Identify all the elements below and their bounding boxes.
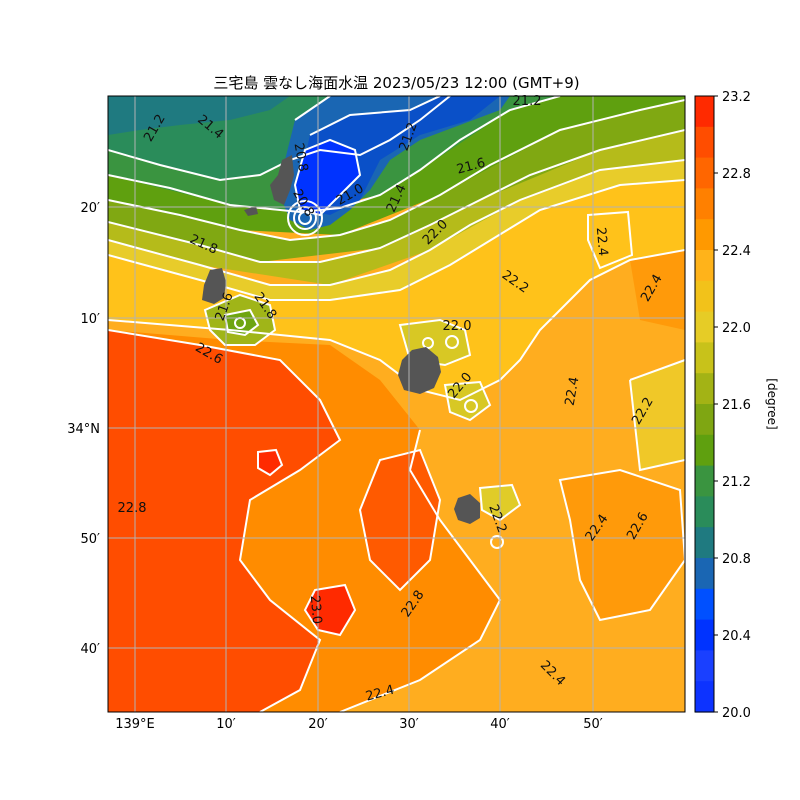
contour-label: 20.8: [291, 142, 311, 173]
island-small-north: [244, 206, 258, 216]
colorbar-tick-label: 20.0: [722, 706, 751, 721]
graticule: [108, 96, 685, 712]
colorbar-tick-label: 20.8: [722, 552, 751, 567]
contour-label: 21.6: [455, 156, 487, 178]
colorbar-cell: [695, 126, 714, 159]
y-tick-label: 10′: [81, 312, 101, 327]
colorbar-cell: [695, 434, 714, 467]
colorbar-tick-label: 22.0: [722, 321, 751, 336]
map-title: 三宅島 雲なし海面水温 2023/05/23 12:00 (GMT+9): [213, 74, 580, 92]
colorbar-cell: [695, 527, 714, 559]
x-tick-label: 30′: [399, 717, 419, 732]
colorbar-tick-label: 20.4: [722, 629, 751, 644]
colorbar: 23.2 22.8 22.4 22.0 21.6 21.2 20.8 20.4 …: [694, 90, 779, 721]
contour-label: 22.4: [364, 683, 396, 705]
colorbar-cell: [695, 342, 714, 374]
colorbar-unit-label: [degree]: [765, 378, 779, 429]
colorbar-cell: [695, 588, 714, 621]
colorbar-tick-label: 21.2: [722, 475, 751, 490]
colorbar-tick-label: 23.2: [722, 90, 751, 105]
colorbar-cell: [695, 188, 714, 220]
colorbar-cell: [695, 650, 714, 682]
colorbar-cell: [695, 219, 714, 251]
colorbar-tick-label: 21.6: [722, 398, 751, 413]
colorbar-cells: [695, 96, 714, 713]
x-axis-labels: 139°E 10′ 20′ 30′ 40′ 50′: [115, 717, 603, 732]
colorbar-tick-label: 22.4: [722, 244, 751, 259]
x-tick-label: 139°E: [115, 717, 155, 732]
colorbar-cell: [695, 496, 714, 528]
island-toshima: [270, 155, 294, 205]
island-mikura: [454, 494, 480, 524]
colorbar-cell: [695, 619, 714, 651]
x-tick-label: 40′: [490, 717, 510, 732]
colorbar-tick-label: 22.8: [722, 167, 751, 182]
colorbar-cell: [695, 250, 714, 282]
contour-label: 21.2: [513, 94, 542, 109]
colorbar-cell: [695, 681, 714, 713]
colorbar-cell: [695, 373, 714, 405]
contour-label: 22.8: [118, 501, 147, 516]
colorbar-cell: [695, 157, 714, 189]
y-tick-label: 34°N: [67, 422, 100, 437]
x-tick-label: 10′: [216, 717, 236, 732]
colorbar-cell: [695, 465, 714, 497]
x-tick-label: 50′: [583, 717, 603, 732]
colorbar-tick-marks: [714, 95, 718, 713]
temperature-field: [108, 96, 685, 712]
y-axis-labels: 20′ 10′ 34°N 50′ 40′: [67, 201, 100, 657]
colorbar-cell: [695, 96, 714, 128]
contour-label: 23.0: [307, 595, 324, 625]
colorbar-cell: [695, 558, 714, 590]
contour-lines: [108, 96, 685, 712]
x-tick-label: 20′: [308, 717, 328, 732]
contour-label: 22.0: [443, 319, 472, 334]
island-niijima: [202, 268, 226, 304]
map-frame: [107, 95, 686, 713]
y-tick-label: 40′: [81, 642, 101, 657]
contour-label: 22.4: [593, 227, 610, 257]
y-tick-label: 20′: [81, 201, 101, 216]
colorbar-cell: [695, 280, 714, 313]
colorbar-cell: [695, 311, 714, 343]
y-tick-label: 50′: [81, 532, 101, 547]
colorbar-cell: [695, 404, 714, 436]
contour-label: 22.4: [563, 376, 583, 407]
